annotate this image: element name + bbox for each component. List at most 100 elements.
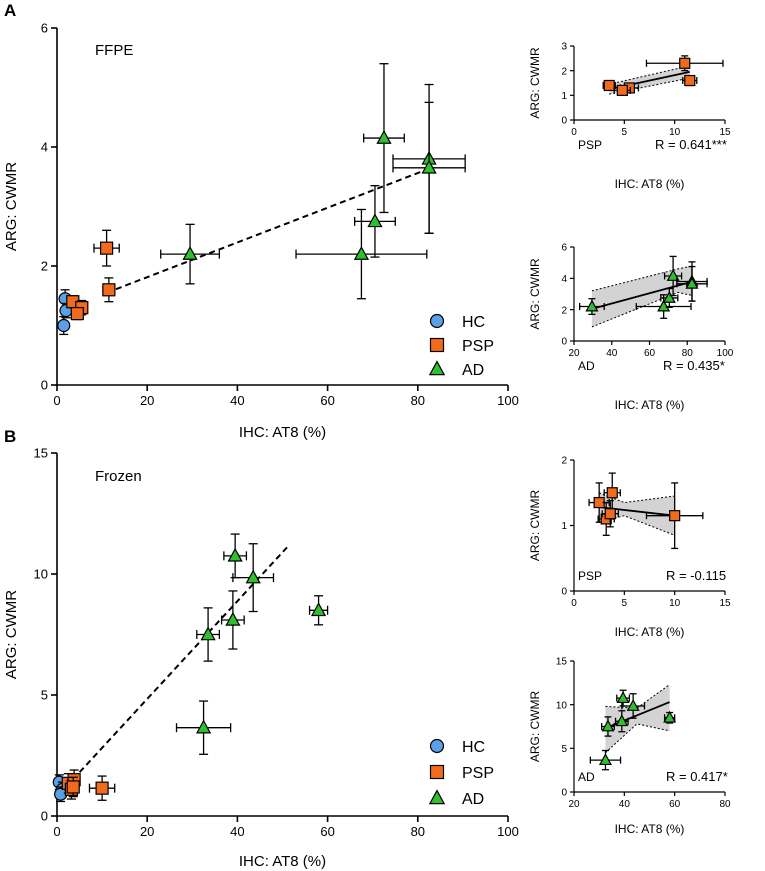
y-tick-label: 5: [41, 688, 48, 703]
y-tick-label: 6: [561, 243, 567, 254]
chart-ffpe_ad: 20 40 60 80 100 0 2 4 6 IHC: AT8 (%) ARG: CWMR AD R …: [528, 243, 734, 412]
x-tick-label: 0: [571, 598, 577, 609]
y-tick-label: 0: [561, 337, 567, 348]
x-tick-label: 20: [140, 393, 154, 408]
data-point-ad: [662, 290, 676, 303]
chart-title: Frozen: [95, 468, 142, 485]
y-tick-label: 3: [561, 42, 567, 53]
y-tick-label: 0: [561, 587, 567, 598]
x-tick-label: 15: [719, 127, 731, 138]
x-axis-label: IHC: AT8 (%): [615, 822, 685, 836]
x-tick-label: 40: [230, 393, 244, 408]
y-tick-label: 2: [561, 456, 567, 467]
data-point-psp: [679, 57, 691, 69]
x-tick-label: 100: [497, 824, 519, 839]
data-point-psp: [684, 74, 696, 87]
data-point-psp: [66, 780, 80, 794]
x-tick-label: 15: [719, 598, 731, 609]
data-point-ad: [200, 626, 216, 641]
x-axis-label: IHC: AT8 (%): [615, 177, 685, 191]
data-point-psp: [616, 84, 628, 97]
legend-marker-psp: [429, 764, 445, 780]
y-axis-label: ARG: CWMR: [528, 258, 542, 330]
confidence-upper: [609, 65, 690, 85]
x-tick-label: 40: [619, 799, 631, 810]
legend-label-psp: PSP: [462, 338, 494, 355]
data-point-ad: [663, 710, 677, 723]
confidence-upper: [591, 265, 694, 292]
x-axis-label: IHC: AT8 (%): [239, 424, 326, 441]
confidence-band: [591, 265, 693, 327]
confidence-lower: [591, 291, 694, 328]
legend-label-hc: HC: [462, 739, 485, 756]
y-tick-label: 4: [41, 140, 48, 155]
data-point-ad: [585, 299, 599, 312]
data-point-ad: [376, 129, 392, 144]
x-tick-label: 60: [644, 348, 656, 359]
chart-ffpe_psp: 0 5 10 15 0 1 2 3 IHC: AT8 (%) ARG: CWMR PSP R = 0.…: [528, 42, 731, 191]
legend-marker-ad: [428, 789, 446, 805]
y-tick-label: 1: [561, 91, 567, 102]
panel-label-a: A: [4, 1, 16, 20]
x-tick-label: 40: [606, 348, 618, 359]
regression-line: [65, 546, 288, 788]
y-axis-label: ARG: CWMR: [3, 590, 20, 679]
x-tick-label: 0: [53, 393, 60, 408]
data-point-psp: [593, 496, 605, 509]
x-tick-label: 80: [719, 799, 731, 810]
data-point-ad: [245, 569, 261, 584]
data-point-psp: [70, 307, 84, 321]
data-point-ad: [182, 245, 198, 260]
x-axis-label: IHC: AT8 (%): [615, 625, 685, 639]
x-tick-label: 20: [568, 348, 580, 359]
x-axis-label: IHC: AT8 (%): [239, 853, 326, 870]
x-tick-label: 20: [568, 799, 580, 810]
y-tick-label: 0: [561, 788, 567, 799]
y-tick-label: 10: [34, 567, 48, 582]
y-tick-label: 5: [561, 744, 567, 755]
y-tick-label: 0: [41, 809, 48, 824]
x-tick-label: 10: [669, 598, 681, 609]
x-tick-label: 60: [320, 824, 334, 839]
panel-label-b: B: [4, 427, 16, 446]
data-point-ad: [367, 213, 383, 228]
correlation-label: R = -0.115: [666, 568, 726, 583]
data-point-ad: [421, 159, 437, 174]
x-tick-label: 0: [571, 127, 577, 138]
correlation-label: R = 0.417*: [666, 769, 728, 784]
y-tick-label: 2: [561, 305, 567, 316]
data-point-ad: [615, 714, 629, 727]
y-tick-label: 1: [561, 521, 567, 532]
data-point-ad: [598, 753, 612, 766]
data-point-hc: [57, 318, 71, 333]
x-tick-label: 100: [717, 348, 734, 359]
data-point-psp: [669, 510, 681, 522]
y-tick-label: 0: [41, 378, 48, 393]
x-tick-label: 0: [53, 824, 60, 839]
y-axis-label: ARG: CWMR: [528, 47, 542, 119]
legend-label-ad: AD: [462, 362, 484, 379]
group-label: AD: [578, 770, 595, 784]
data-point-ad: [685, 276, 699, 289]
chart-frozen_main: 0 20 40 60 80 100 0 5 10 15 IHC: AT8 (%) ARG: CWMR F…: [3, 446, 519, 870]
legend-marker-hc: [429, 738, 445, 754]
legend-label-psp: PSP: [462, 765, 494, 782]
legend-marker-ad: [428, 360, 446, 376]
regression-line: [106, 166, 432, 294]
data-point-ad: [666, 268, 680, 281]
x-tick-label: 5: [622, 127, 628, 138]
data-point-ad: [310, 602, 327, 617]
y-tick-label: 2: [561, 66, 567, 77]
y-axis-label: ARG: CWMR: [528, 691, 542, 763]
x-tick-label: 80: [411, 824, 425, 839]
chart-title: FFPE: [95, 42, 133, 59]
data-point-psp: [100, 241, 114, 255]
group-label: AD: [578, 359, 595, 373]
data-point-ad: [225, 611, 241, 626]
chart-frozen_psp: 0 5 10 15 0 1 2 IHC: AT8 (%) ARG: CWMR PSP R = -0.…: [528, 456, 731, 639]
y-tick-label: 10: [556, 700, 568, 711]
confidence-band: [599, 492, 675, 536]
data-point-ad: [195, 719, 212, 734]
